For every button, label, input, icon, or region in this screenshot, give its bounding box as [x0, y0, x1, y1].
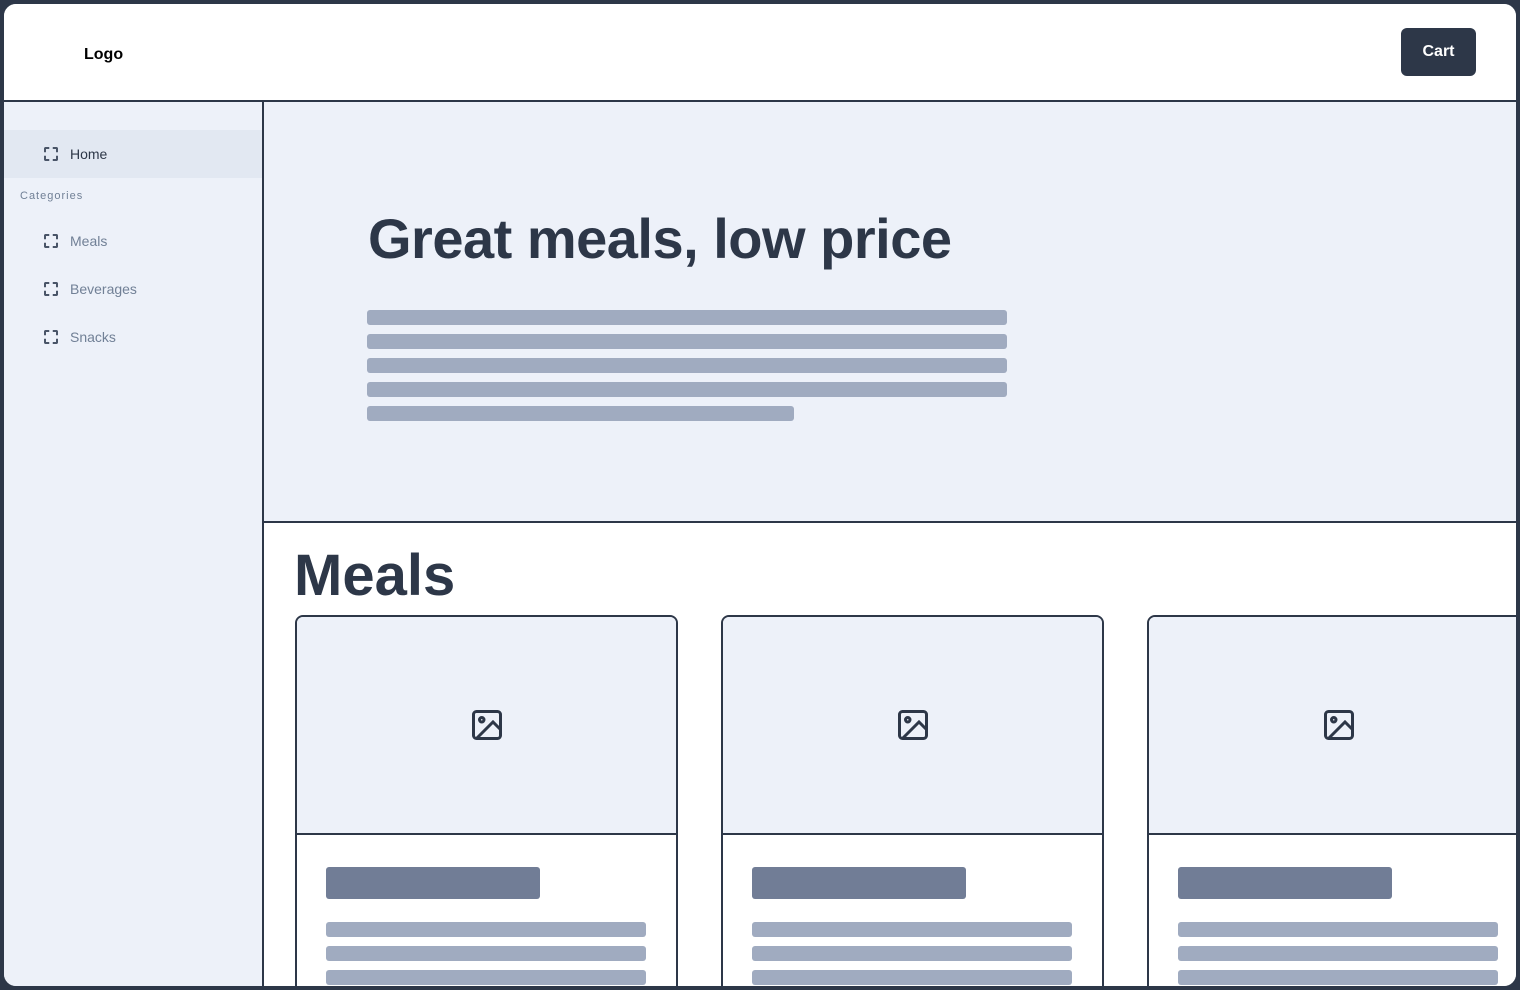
card-title-placeholder: [1178, 867, 1392, 899]
text-placeholder: [326, 946, 646, 961]
text-placeholder: [752, 922, 1072, 937]
sidebar: Home Categories Meals Beverages Snacks: [4, 102, 264, 986]
meal-card[interactable]: [295, 615, 678, 986]
card-title-placeholder: [752, 867, 966, 899]
text-placeholder: [367, 406, 794, 421]
cart-button[interactable]: Cart: [1401, 28, 1476, 76]
sidebar-item-label: Snacks: [70, 329, 116, 345]
text-placeholder: [367, 334, 1007, 349]
header: Logo Cart: [4, 4, 1516, 102]
card-image: [297, 617, 676, 835]
text-placeholder: [1178, 970, 1498, 985]
meal-card[interactable]: [721, 615, 1104, 986]
text-placeholder: [367, 310, 1007, 325]
meal-card[interactable]: [1147, 615, 1516, 986]
card-image: [1149, 617, 1516, 835]
placeholder-icon: [44, 147, 58, 161]
placeholder-icon: [44, 234, 58, 248]
sidebar-item-meals[interactable]: Meals: [4, 217, 262, 265]
sidebar-item-home[interactable]: Home: [4, 130, 262, 178]
image-icon: [471, 710, 502, 740]
logo[interactable]: Logo: [84, 46, 124, 63]
text-placeholder: [326, 970, 646, 985]
image-icon: [897, 710, 928, 740]
sidebar-item-label: Beverages: [70, 281, 137, 297]
image-icon: [1323, 710, 1354, 740]
sidebar-item-beverages[interactable]: Beverages: [4, 265, 262, 313]
card-title-placeholder: [326, 867, 540, 899]
text-placeholder: [752, 970, 1072, 985]
text-placeholder: [752, 946, 1072, 961]
text-placeholder: [326, 922, 646, 937]
placeholder-icon: [44, 282, 58, 296]
sidebar-item-snacks[interactable]: Snacks: [4, 313, 262, 361]
sidebar-item-label: Home: [70, 146, 108, 162]
hero-title: Great meals, low price: [368, 207, 952, 270]
text-placeholder: [1178, 946, 1498, 961]
text-placeholder: [367, 358, 1007, 373]
placeholder-icon: [44, 330, 58, 344]
section-title: Meals: [294, 543, 456, 608]
card-image: [723, 617, 1102, 835]
text-placeholder: [367, 382, 1007, 397]
hero: Great meals, low price: [264, 102, 1516, 523]
text-placeholder: [1178, 922, 1498, 937]
categories-label: Categories: [20, 190, 84, 202]
sidebar-item-label: Meals: [70, 233, 108, 249]
